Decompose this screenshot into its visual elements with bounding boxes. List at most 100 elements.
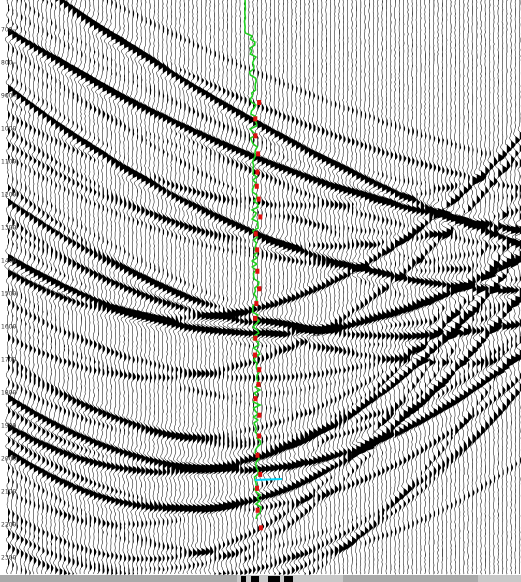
- trace-fill: [296, 0, 304, 575]
- trace-fill: [38, 0, 44, 575]
- trace-fill: [274, 0, 284, 575]
- well-marker: [257, 286, 262, 292]
- trace: [141, 0, 158, 575]
- trace: [498, 0, 512, 575]
- trace: [377, 0, 391, 574]
- trace: [245, 0, 256, 575]
- trace: [438, 0, 452, 574]
- trace-fill: [511, 0, 520, 575]
- trace: [426, 0, 438, 575]
- trace: [69, 0, 82, 575]
- trace-fill: [291, 0, 300, 575]
- trace-fill: [382, 0, 390, 575]
- trace: [129, 0, 145, 575]
- trace-fill: [399, 0, 407, 575]
- trace: [231, 0, 243, 575]
- trace: [222, 0, 234, 575]
- trace: [163, 0, 175, 575]
- trace: [167, 0, 179, 575]
- trace-fill: [502, 0, 512, 575]
- well-marker: [257, 367, 262, 373]
- trace: [331, 0, 342, 575]
- well-marker: [257, 412, 262, 418]
- well-marker: [254, 183, 259, 189]
- well-marker: [258, 525, 263, 531]
- trace: [344, 0, 355, 575]
- trace: [327, 0, 340, 574]
- trace-fill: [149, 0, 162, 575]
- trace: [421, 0, 433, 575]
- well-marker: [256, 151, 261, 157]
- trace: [241, 0, 252, 575]
- trace: [472, 0, 486, 574]
- trace: [25, 0, 37, 574]
- trace: [42, 0, 54, 575]
- trace-fill: [128, 0, 139, 575]
- trace-fill: [403, 0, 411, 575]
- well-marker: [253, 231, 258, 237]
- trace: [284, 0, 296, 575]
- trace: [359, 0, 377, 575]
- trace: [86, 0, 99, 575]
- trace-fill: [162, 0, 171, 575]
- trace-fill: [395, 0, 403, 575]
- trace-fill: [76, 0, 85, 575]
- scale-block: [241, 576, 246, 582]
- trace-fill: [223, 0, 231, 575]
- well-marker: [254, 301, 259, 307]
- trace: [34, 0, 45, 575]
- trace: [279, 0, 292, 575]
- trace: [209, 0, 225, 575]
- trace: [226, 0, 239, 575]
- well-marker: [253, 396, 258, 402]
- trace: [395, 0, 408, 575]
- trace: [17, 0, 28, 575]
- trace: [382, 0, 396, 575]
- trace-fill: [472, 0, 483, 575]
- trace-fill: [68, 0, 76, 575]
- trace: [124, 0, 139, 575]
- trace: [355, 0, 376, 575]
- trace: [270, 0, 284, 575]
- trace-fill: [55, 0, 63, 575]
- scale-block: [284, 576, 293, 582]
- well-marker: [255, 507, 260, 513]
- trace-fill: [485, 0, 496, 575]
- trace: [257, 0, 269, 574]
- trace-fill: [33, 0, 41, 575]
- trace-fill: [25, 0, 32, 575]
- trace: [172, 0, 183, 575]
- trace: [77, 0, 90, 575]
- trace: [197, 0, 213, 575]
- trace: [8, 0, 19, 575]
- trace: [490, 0, 503, 575]
- trace: [322, 0, 339, 575]
- trace-fill: [89, 0, 98, 575]
- trace: [476, 0, 488, 575]
- trace-fill: [390, 0, 398, 575]
- trace: [351, 0, 370, 575]
- scale-block: [251, 576, 259, 582]
- trace-fill: [46, 0, 54, 575]
- trace-fill: [481, 0, 488, 575]
- trace-fill: [506, 0, 516, 575]
- trace-fill: [119, 0, 128, 575]
- trace: [193, 0, 208, 575]
- trace: [514, 0, 521, 575]
- trace: [262, 0, 274, 575]
- well-marker: [253, 133, 258, 139]
- well-marker: [255, 268, 260, 274]
- trace: [316, 0, 338, 575]
- trace: [468, 0, 484, 575]
- depth-label: 2200: [1, 522, 16, 529]
- trace: [292, 0, 304, 575]
- well-marker: [257, 100, 262, 105]
- trace: [176, 0, 188, 575]
- trace-fill: [429, 0, 438, 575]
- scale-block: [268, 576, 280, 582]
- trace: [236, 0, 247, 575]
- trace-fill: [468, 0, 479, 575]
- scrollbar[interactable]: [0, 575, 521, 582]
- trace: [505, 0, 521, 574]
